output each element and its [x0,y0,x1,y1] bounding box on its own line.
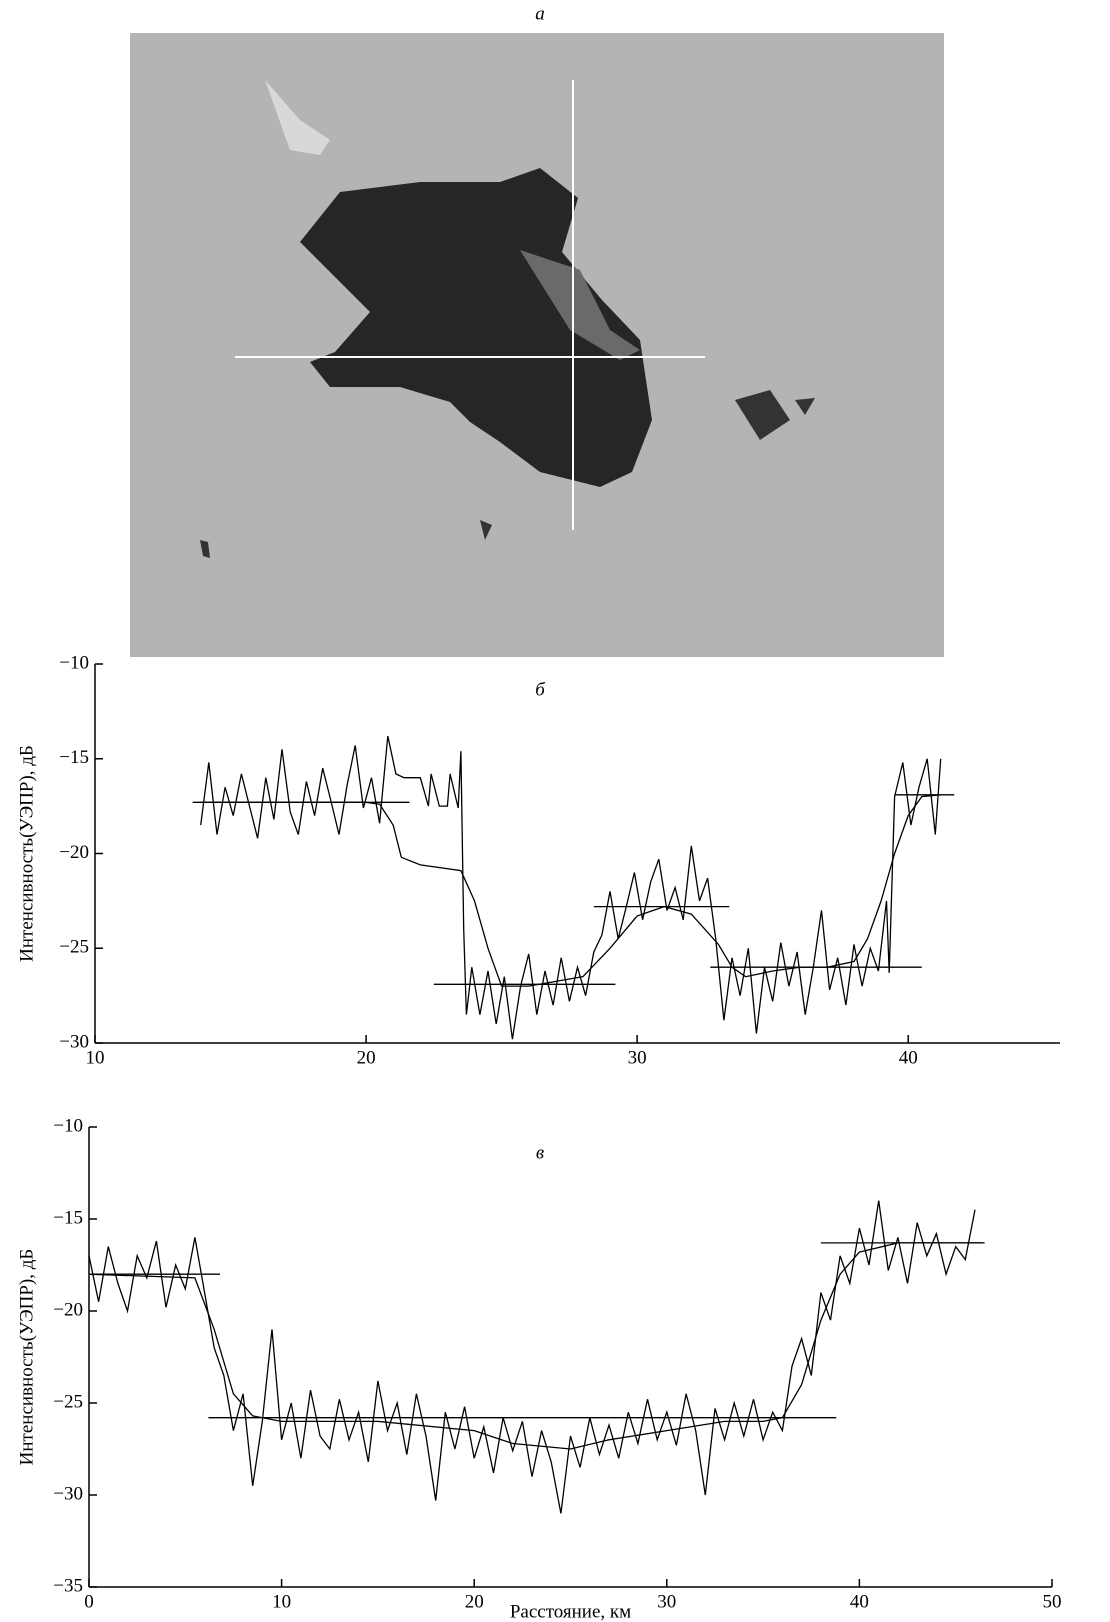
x-tick-label: 40 [850,1591,869,1612]
data-line [88,1242,983,1450]
y-tick-label: −25 [59,937,89,958]
x-tick-label: 30 [628,1047,647,1068]
x-tick-label: 20 [465,1591,484,1612]
panel-label: в [536,1142,544,1163]
y-tick-label: −15 [59,747,89,768]
y-tick-label: −10 [59,652,89,673]
small-slick [200,540,210,558]
y-tick-label: −35 [53,1575,83,1596]
y-tick-label: −15 [53,1207,83,1228]
x-tick-label: 0 [84,1591,94,1612]
y-tick-label: −30 [53,1483,83,1504]
x-axis-label: Расстояние, км [510,1601,631,1622]
panel-label: б [535,679,546,700]
x-tick-label: 20 [357,1047,376,1068]
data-line [200,794,941,987]
dark-slick [300,168,652,487]
y-tick-label: −10 [53,1115,83,1136]
image-label: а [535,3,545,24]
y-axis-label: Интенсивность(УЭПР), дБ [16,745,37,962]
small-slick [480,520,492,540]
x-tick-label: 30 [657,1591,676,1612]
small-slick [735,390,790,440]
data-line [200,735,942,1040]
sar-image [130,33,944,657]
y-tick-label: −25 [53,1391,83,1412]
y-tick-label: −30 [59,1031,89,1052]
bright-patch [265,80,330,155]
x-tick-label: 40 [899,1047,918,1068]
small-slick [795,398,815,415]
x-tick-label: 50 [1043,1591,1062,1612]
x-tick-label: 10 [272,1591,291,1612]
y-axis-label: Интенсивность(УЭПР), дБ [16,1249,37,1466]
y-tick-label: −20 [53,1299,83,1320]
slick-edge [520,250,640,360]
x-tick-label: 10 [86,1047,105,1068]
y-tick-label: −20 [59,842,89,863]
